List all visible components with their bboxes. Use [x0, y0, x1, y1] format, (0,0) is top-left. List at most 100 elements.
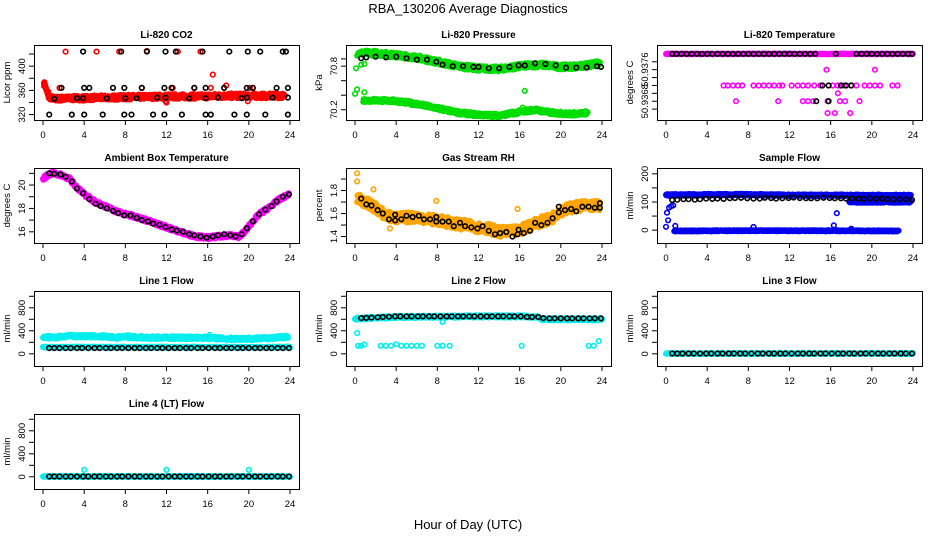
data-point — [207, 84, 214, 91]
data-point — [168, 84, 175, 91]
data-point — [403, 55, 410, 62]
data-point — [133, 214, 140, 221]
data-point — [585, 203, 592, 210]
data-point — [138, 84, 145, 91]
data-point — [144, 218, 152, 225]
plot-area — [40, 168, 293, 243]
x-tick-label: 24 — [597, 253, 608, 264]
data-point — [573, 64, 580, 71]
x-tick-label: 12 — [473, 253, 484, 264]
data-point — [221, 231, 228, 238]
data-point — [197, 233, 204, 240]
y-axis-label: kPa — [314, 74, 325, 91]
x-tick-label: 16 — [825, 130, 836, 141]
data-point — [788, 82, 795, 89]
data-point — [420, 216, 428, 223]
series-raw-low — [360, 95, 591, 120]
data-point — [99, 111, 106, 118]
y-tick-label: 50.9368 — [640, 84, 651, 118]
data-point — [392, 217, 399, 224]
data-point — [555, 203, 562, 210]
data-point — [44, 88, 52, 95]
data-point — [812, 50, 819, 58]
data-point — [433, 197, 440, 204]
x-tick-label: 16 — [514, 253, 525, 264]
y-tick-label: 70.8 — [329, 57, 340, 76]
data-point — [243, 84, 250, 91]
y-axis-label: degrees C — [625, 60, 636, 104]
data-point — [765, 82, 773, 89]
data-point — [358, 55, 365, 62]
plot-area — [662, 190, 916, 235]
data-point — [370, 186, 377, 193]
data-point — [415, 212, 422, 219]
data-point — [853, 82, 860, 89]
data-point — [374, 207, 381, 214]
data-point — [832, 50, 839, 58]
x-tick-label: 12 — [161, 130, 172, 141]
data-point — [209, 71, 216, 78]
data-point — [515, 226, 522, 233]
data-point — [427, 216, 434, 223]
data-point — [496, 65, 503, 72]
x-tick-label: 20 — [556, 130, 567, 141]
data-point — [199, 48, 206, 55]
series-raw-outliers — [351, 60, 528, 111]
data-point — [243, 111, 250, 118]
data-point — [831, 109, 838, 117]
data-point — [503, 228, 510, 236]
data-point — [861, 82, 868, 89]
plot-area — [663, 50, 917, 117]
data-point — [372, 53, 379, 60]
data-point — [127, 212, 134, 219]
data-point — [520, 230, 527, 237]
data-point — [908, 50, 916, 58]
data-point — [284, 111, 292, 118]
data-point — [552, 62, 559, 69]
data-point — [460, 63, 467, 70]
x-tick-label: 16 — [514, 130, 525, 141]
data-point — [154, 94, 161, 101]
data-point — [79, 97, 87, 104]
data-point — [361, 89, 368, 96]
data-point — [114, 210, 122, 217]
data-point — [262, 111, 269, 118]
data-point — [81, 111, 88, 118]
data-point — [770, 82, 778, 89]
data-point — [361, 60, 368, 68]
data-point — [561, 207, 569, 214]
y-tick-label: 70.2 — [329, 100, 340, 119]
data-point — [231, 111, 238, 118]
x-tick-label: 24 — [597, 130, 608, 141]
series-raw — [40, 168, 292, 243]
data-point — [121, 212, 128, 219]
data-point — [203, 234, 210, 241]
data-point — [285, 191, 293, 198]
x-tick-label: 0 — [663, 130, 668, 141]
data-point — [841, 98, 849, 105]
data-point — [385, 216, 393, 223]
data-point — [243, 225, 250, 232]
data-point — [497, 230, 504, 237]
data-point — [268, 203, 275, 210]
data-point — [804, 82, 812, 89]
data-point — [62, 173, 69, 180]
x-tick-label: 24 — [285, 130, 296, 141]
data-point — [433, 213, 440, 221]
data-point — [162, 48, 169, 55]
y-tick-label: 360 — [17, 82, 28, 98]
plot-area — [354, 170, 604, 240]
data-point — [506, 63, 513, 70]
data-point — [58, 84, 65, 91]
data-point — [262, 206, 269, 213]
x-tick-label: 4 — [394, 130, 399, 141]
data-point — [86, 196, 93, 203]
y-tick-label: 50.9376 — [640, 53, 651, 87]
data-point — [68, 111, 75, 118]
y-tick-label: 20 — [17, 180, 28, 191]
data-point — [433, 58, 440, 65]
data-point — [161, 111, 168, 118]
data-point — [363, 54, 370, 61]
data-point — [128, 111, 135, 118]
